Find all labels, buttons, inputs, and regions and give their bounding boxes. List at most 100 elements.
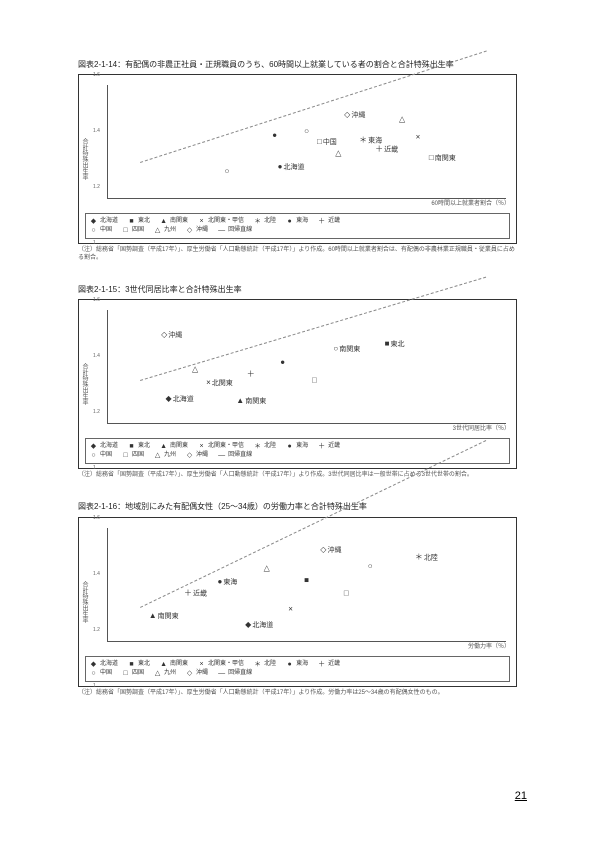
x-axis-label: 労働力率（％） [468, 641, 510, 650]
y-tick: 1 [93, 465, 96, 471]
marker-icon: △ [192, 365, 198, 374]
data-point: ○南関東 [333, 344, 360, 354]
legend-item: △九州 [154, 669, 176, 678]
legend-label: 沖縄 [196, 669, 208, 678]
marker-icon: □ [317, 137, 322, 146]
data-point: □ [312, 376, 318, 385]
legend-label: 南関東 [170, 217, 188, 226]
marker-icon: △ [335, 149, 341, 158]
marker-icon: ○ [333, 344, 338, 353]
plot-area: ◇沖縄△○●□中国＊東海×△＋近畿□南関東○●北海道 [107, 85, 506, 199]
point-label: 北関東 [212, 380, 233, 387]
legend-item: —回帰直線 [218, 226, 252, 235]
legend-label: 沖縄 [196, 226, 208, 235]
legend-marker-icon: ▲ [160, 443, 167, 450]
point-label: 北海道 [284, 164, 305, 171]
legend-item: ◆北海道 [90, 660, 118, 669]
legend-item: ◆北海道 [90, 442, 118, 451]
point-label: 北陸 [424, 554, 438, 561]
marker-icon: × [206, 378, 211, 387]
marker-icon: ■ [304, 575, 309, 584]
data-point: × [416, 133, 422, 142]
marker-icon: ◆ [245, 620, 251, 629]
data-point: ▲南関東 [149, 611, 179, 621]
legend-item: ●東海 [286, 660, 308, 669]
legend-label: 南関東 [170, 660, 188, 669]
legend-row: ○中国□四国△九州◇沖縄—回帰直線 [90, 669, 505, 678]
point-label: 近畿 [384, 146, 398, 153]
legend-marker-icon: — [218, 227, 225, 234]
legend-label: 中国 [100, 451, 112, 460]
marker-icon: ＋ [247, 369, 255, 378]
legend-label: 九州 [164, 669, 176, 678]
legend-label: 中国 [100, 226, 112, 235]
y-tick: 1.2 [93, 184, 100, 190]
legend-label: 東北 [138, 660, 150, 669]
legend-marker-icon: — [218, 670, 225, 677]
data-point: △ [264, 564, 271, 573]
legend-label: 北陸 [264, 660, 276, 669]
marker-icon: △ [399, 115, 405, 124]
marker-icon: × [416, 133, 421, 142]
page-body: 図表2-1-14：有配偶の非農正社員・正規職員のうち、60時間以上就業している者… [0, 0, 595, 759]
chart-box: 11.21.41.6◇沖縄＊北陸△○●東海■＋近畿□×▲南関東◆北海道合計特殊出… [78, 517, 517, 687]
legend: ◆北海道■東北▲南関東×北関東・甲信＊北陸●東海＋近畿○中国□四国△九州◇沖縄—… [85, 438, 510, 464]
legend-item: ◇沖縄 [186, 451, 208, 460]
data-point: ◇沖縄 [320, 545, 341, 555]
legend-label: 南関東 [170, 442, 188, 451]
point-label: 南関東 [435, 155, 456, 162]
legend-item: □四国 [122, 226, 144, 235]
point-label: 北海道 [252, 622, 273, 629]
marker-icon: △ [264, 564, 270, 573]
legend-row: ◆北海道■東北▲南関東×北関東・甲信＊北陸●東海＋近畿 [90, 217, 505, 226]
marker-icon: □ [429, 153, 434, 162]
legend-row: ○中国□四国△九州◇沖縄—回帰直線 [90, 226, 505, 235]
legend-marker-icon: ● [286, 443, 293, 450]
y-tick: 1.6 [93, 72, 100, 78]
point-label: 中国 [323, 139, 337, 146]
marker-icon: □ [344, 589, 349, 598]
legend-item: ＊北陸 [254, 217, 276, 226]
legend-label: 北海道 [100, 217, 118, 226]
data-point: △ [399, 115, 406, 124]
marker-icon: ● [217, 577, 222, 586]
legend-marker-icon: ▲ [160, 661, 167, 668]
legend-label: 東海 [296, 442, 308, 451]
y-tick: 1.4 [93, 128, 100, 134]
legend-label: 北関東・甲信 [208, 442, 244, 451]
legend-item: ＋近畿 [318, 217, 340, 226]
legend-marker-icon: △ [154, 227, 161, 234]
marker-icon: ○ [224, 167, 229, 176]
legend-item: —回帰直線 [218, 451, 252, 460]
legend-marker-icon: ○ [90, 227, 97, 234]
legend-item: ○中国 [90, 226, 112, 235]
y-tick: 1.4 [93, 353, 100, 359]
legend-label: 北海道 [100, 660, 118, 669]
legend-label: 回帰直線 [228, 226, 252, 235]
data-point: × [288, 604, 294, 613]
data-point: ◆北海道 [166, 394, 194, 404]
data-point: ▲南関東 [236, 396, 266, 406]
chart-box: 11.21.41.6◇沖縄△○●□中国＊東海×△＋近畿□南関東○●北海道合計特殊… [78, 74, 517, 244]
legend-item: △九州 [154, 226, 176, 235]
y-axis-label: 合計特殊出生率 [81, 581, 87, 623]
legend-item: ■東北 [128, 660, 150, 669]
legend-item: ●東海 [286, 442, 308, 451]
figures-container: 図表2-1-14：有配偶の非農正社員・正規職員のうち、60時間以上就業している者… [78, 60, 517, 697]
page-number: 21 [515, 790, 527, 802]
legend-item: ×北関東・甲信 [198, 217, 244, 226]
legend-marker-icon: ＊ [254, 661, 261, 668]
legend-marker-icon: ● [286, 218, 293, 225]
marker-icon: ＊ [415, 552, 423, 561]
data-point: ● [280, 358, 286, 367]
marker-icon: ＋ [184, 589, 192, 598]
legend-label: 九州 [164, 451, 176, 460]
marker-icon: ○ [304, 126, 309, 135]
legend-item: ▲南関東 [160, 660, 188, 669]
y-tick: 1 [93, 240, 96, 246]
data-point: ○ [304, 126, 310, 135]
legend-label: 近畿 [328, 217, 340, 226]
figure-fig14: 図表2-1-14：有配偶の非農正社員・正規職員のうち、60時間以上就業している者… [78, 60, 517, 263]
y-tick: 1.6 [93, 297, 100, 303]
legend-item: ▲南関東 [160, 217, 188, 226]
